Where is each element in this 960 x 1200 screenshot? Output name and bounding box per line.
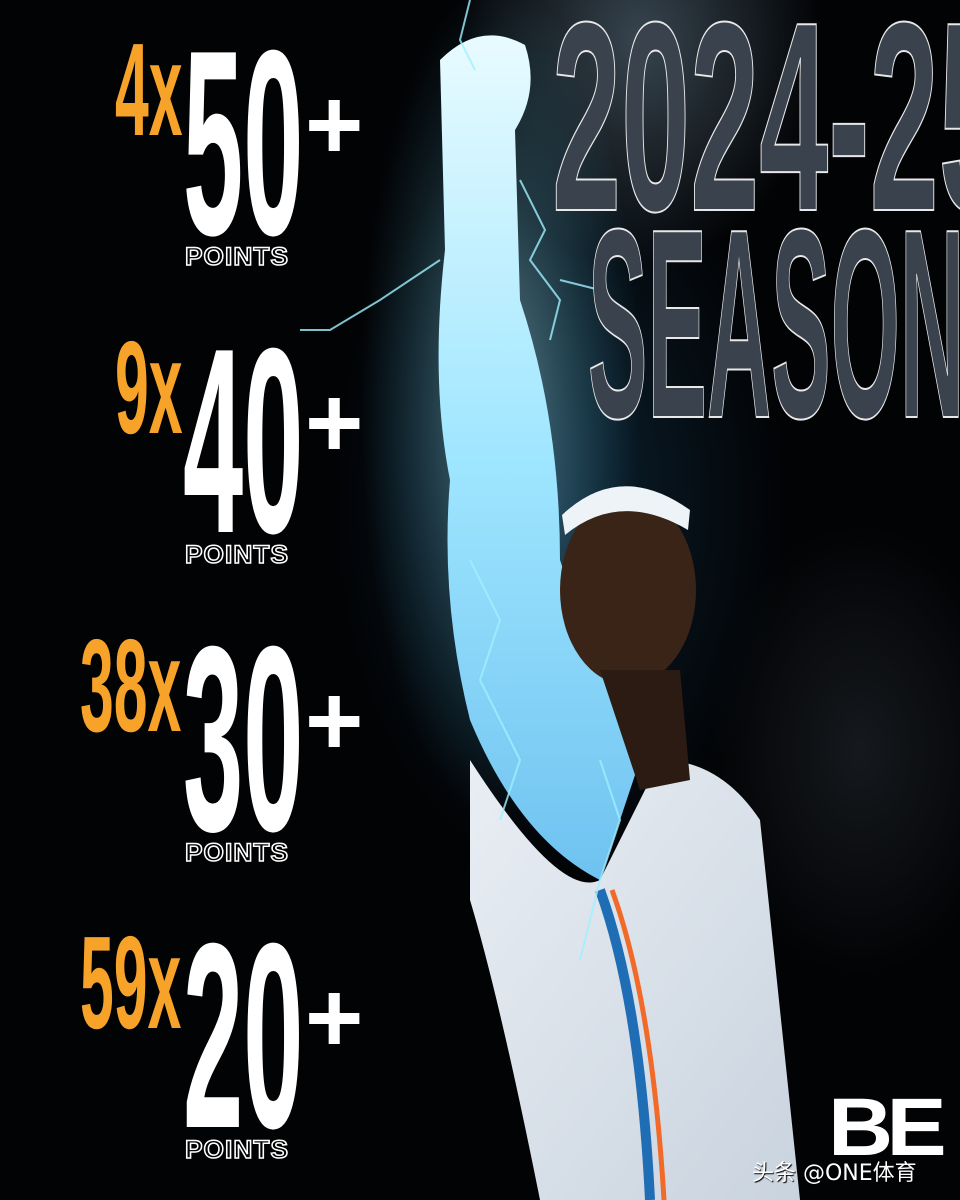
season-label: SEASON — [588, 174, 960, 475]
season-year: 2024-25 — [552, 0, 960, 268]
stat-value: 50 — [183, 0, 304, 290]
head — [560, 495, 696, 685]
neck — [600, 670, 690, 790]
stat-plus: + — [305, 69, 364, 181]
stat-count: 59x — [80, 909, 182, 1056]
watermark: 头条 @ONE体育 — [752, 1161, 917, 1186]
stat-plus: + — [305, 367, 364, 479]
jersey-trim — [609, 889, 667, 1200]
brand-logo: BE — [828, 1082, 947, 1173]
stat-unit: POINTS — [184, 1136, 290, 1164]
stat-value: 20 — [183, 888, 304, 1183]
stat-count: 38x — [80, 612, 182, 759]
raised-arm — [438, 35, 640, 880]
jersey-stripe — [595, 888, 655, 1200]
stat-unit: POINTS — [184, 243, 290, 271]
stat-value: 40 — [183, 293, 304, 588]
stat-unit: POINTS — [184, 839, 290, 867]
headband — [562, 486, 690, 535]
stat-count: 4x — [115, 16, 183, 163]
lightning — [300, 0, 622, 961]
stat-plus: + — [305, 665, 364, 777]
stat-unit: POINTS — [184, 541, 290, 569]
stat-value: 30 — [183, 591, 304, 886]
stat-count: 9x — [115, 314, 183, 461]
stat-plus: + — [305, 962, 364, 1074]
